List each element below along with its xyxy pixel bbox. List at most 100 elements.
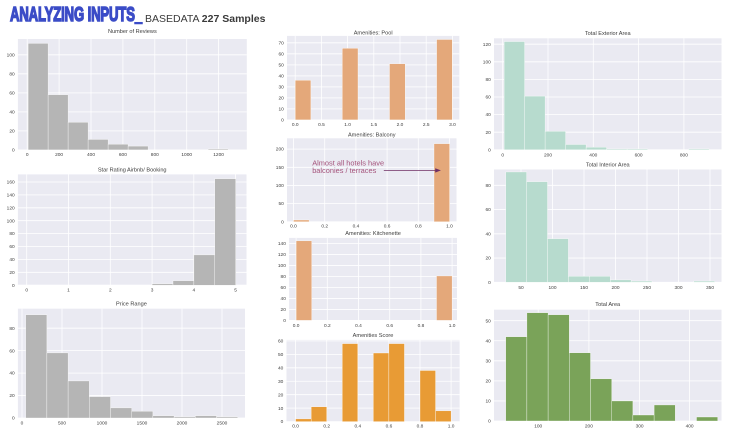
svg-text:60: 60 (9, 348, 15, 354)
svg-text:30: 30 (485, 358, 491, 364)
svg-text:1: 1 (67, 287, 70, 293)
svg-text:1.5: 1.5 (370, 122, 377, 128)
svg-text:20: 20 (9, 270, 15, 276)
svg-text:80: 80 (9, 231, 15, 237)
svg-text:2000: 2000 (177, 421, 188, 427)
svg-text:60: 60 (9, 90, 15, 96)
svg-text:20: 20 (281, 307, 287, 313)
svg-text:150: 150 (276, 165, 284, 171)
svg-text:Almost all hotels have: Almost all hotels have (312, 158, 384, 167)
svg-text:0: 0 (488, 419, 491, 425)
svg-text:600: 600 (119, 152, 127, 158)
svg-text:1000: 1000 (181, 152, 192, 158)
svg-text:Price Range: Price Range (116, 302, 147, 308)
svg-text:1.0: 1.0 (449, 323, 456, 329)
svg-text:0: 0 (25, 287, 28, 293)
svg-text:1.0: 1.0 (344, 122, 351, 128)
svg-text:120: 120 (7, 205, 15, 211)
svg-text:2.0: 2.0 (397, 122, 404, 128)
svg-text:80: 80 (9, 326, 15, 332)
svg-text:40: 40 (485, 231, 491, 237)
svg-text:40: 40 (485, 338, 491, 344)
svg-text:30: 30 (278, 84, 284, 90)
svg-text:Total Interior Area: Total Interior Area (586, 163, 631, 169)
svg-text:2.5: 2.5 (423, 122, 430, 128)
svg-text:50: 50 (485, 318, 491, 324)
svg-text:80: 80 (485, 77, 491, 83)
svg-text:100: 100 (534, 424, 542, 430)
svg-text:160: 160 (7, 180, 15, 186)
svg-text:100: 100 (7, 52, 15, 58)
svg-text:80: 80 (485, 183, 491, 189)
svg-text:300: 300 (636, 424, 644, 430)
svg-text:30: 30 (278, 379, 284, 385)
svg-text:0.8: 0.8 (415, 223, 422, 229)
svg-text:20: 20 (278, 392, 284, 398)
svg-text:0.2: 0.2 (321, 223, 328, 229)
svg-text:0.6: 0.6 (386, 424, 393, 430)
svg-text:70: 70 (278, 40, 284, 46)
svg-text:0: 0 (12, 416, 15, 422)
svg-text:0.5: 0.5 (318, 122, 325, 128)
svg-text:200: 200 (585, 424, 593, 430)
svg-text:50: 50 (518, 285, 524, 291)
svg-text:40: 40 (9, 257, 15, 263)
svg-text:0: 0 (281, 118, 284, 124)
svg-text:80: 80 (281, 274, 287, 280)
svg-text:0: 0 (283, 318, 286, 324)
svg-text:2: 2 (109, 287, 112, 293)
svg-text:20: 20 (485, 379, 491, 385)
svg-text:10: 10 (485, 399, 491, 405)
svg-text:120: 120 (483, 42, 491, 48)
svg-text:0.8: 0.8 (417, 424, 424, 430)
svg-text:200: 200 (276, 147, 284, 153)
svg-text:0.4: 0.4 (354, 424, 361, 430)
svg-text:Star Rating Airbnb/ Booking: Star Rating Airbnb/ Booking (98, 168, 167, 174)
svg-text:60: 60 (281, 285, 287, 291)
svg-text:20: 20 (9, 393, 15, 399)
svg-text:0.0: 0.0 (292, 122, 299, 128)
svg-text:20: 20 (485, 130, 491, 136)
svg-text:800: 800 (680, 152, 688, 158)
svg-text:Total Exterior Area: Total Exterior Area (585, 31, 632, 37)
svg-text:0.4: 0.4 (355, 323, 362, 329)
svg-text:Amenities: Kitchenette: Amenities: Kitchenette (345, 231, 401, 237)
svg-text:120: 120 (278, 252, 286, 258)
svg-text:40: 40 (281, 296, 287, 302)
svg-text:20: 20 (278, 95, 284, 101)
svg-text:500: 500 (58, 421, 66, 427)
svg-text:2500: 2500 (217, 421, 228, 427)
svg-text:0: 0 (281, 419, 284, 425)
svg-text:0.2: 0.2 (324, 323, 331, 329)
svg-text:100: 100 (548, 285, 556, 291)
svg-text:Amenities: Pool: Amenities: Pool (354, 31, 393, 37)
svg-text:100: 100 (483, 59, 491, 65)
svg-text:50: 50 (278, 352, 284, 358)
svg-text:80: 80 (9, 71, 15, 77)
svg-text:100: 100 (278, 263, 286, 269)
svg-text:Amenities Score: Amenities Score (353, 333, 394, 339)
svg-text:0: 0 (26, 152, 29, 158)
svg-text:0.6: 0.6 (386, 323, 393, 329)
svg-text:Total Area: Total Area (595, 302, 621, 308)
svg-text:400: 400 (589, 152, 597, 158)
svg-text:4: 4 (192, 287, 195, 293)
svg-text:0: 0 (501, 152, 504, 158)
svg-text:0: 0 (488, 280, 491, 286)
svg-text:0.8: 0.8 (418, 323, 425, 329)
svg-text:5: 5 (234, 287, 237, 293)
svg-text:3: 3 (151, 287, 154, 293)
svg-text:400: 400 (87, 152, 95, 158)
svg-text:40: 40 (9, 109, 15, 115)
svg-text:200: 200 (55, 152, 63, 158)
svg-text:10: 10 (278, 406, 284, 412)
svg-text:0: 0 (12, 148, 15, 154)
svg-text:3.0: 3.0 (449, 122, 456, 128)
svg-text:0.6: 0.6 (384, 223, 391, 229)
svg-text:350: 350 (706, 285, 714, 291)
svg-text:600: 600 (635, 152, 643, 158)
svg-text:100: 100 (7, 218, 15, 224)
svg-text:400: 400 (686, 424, 694, 430)
svg-text:800: 800 (151, 152, 159, 158)
svg-text:1000: 1000 (97, 421, 108, 427)
